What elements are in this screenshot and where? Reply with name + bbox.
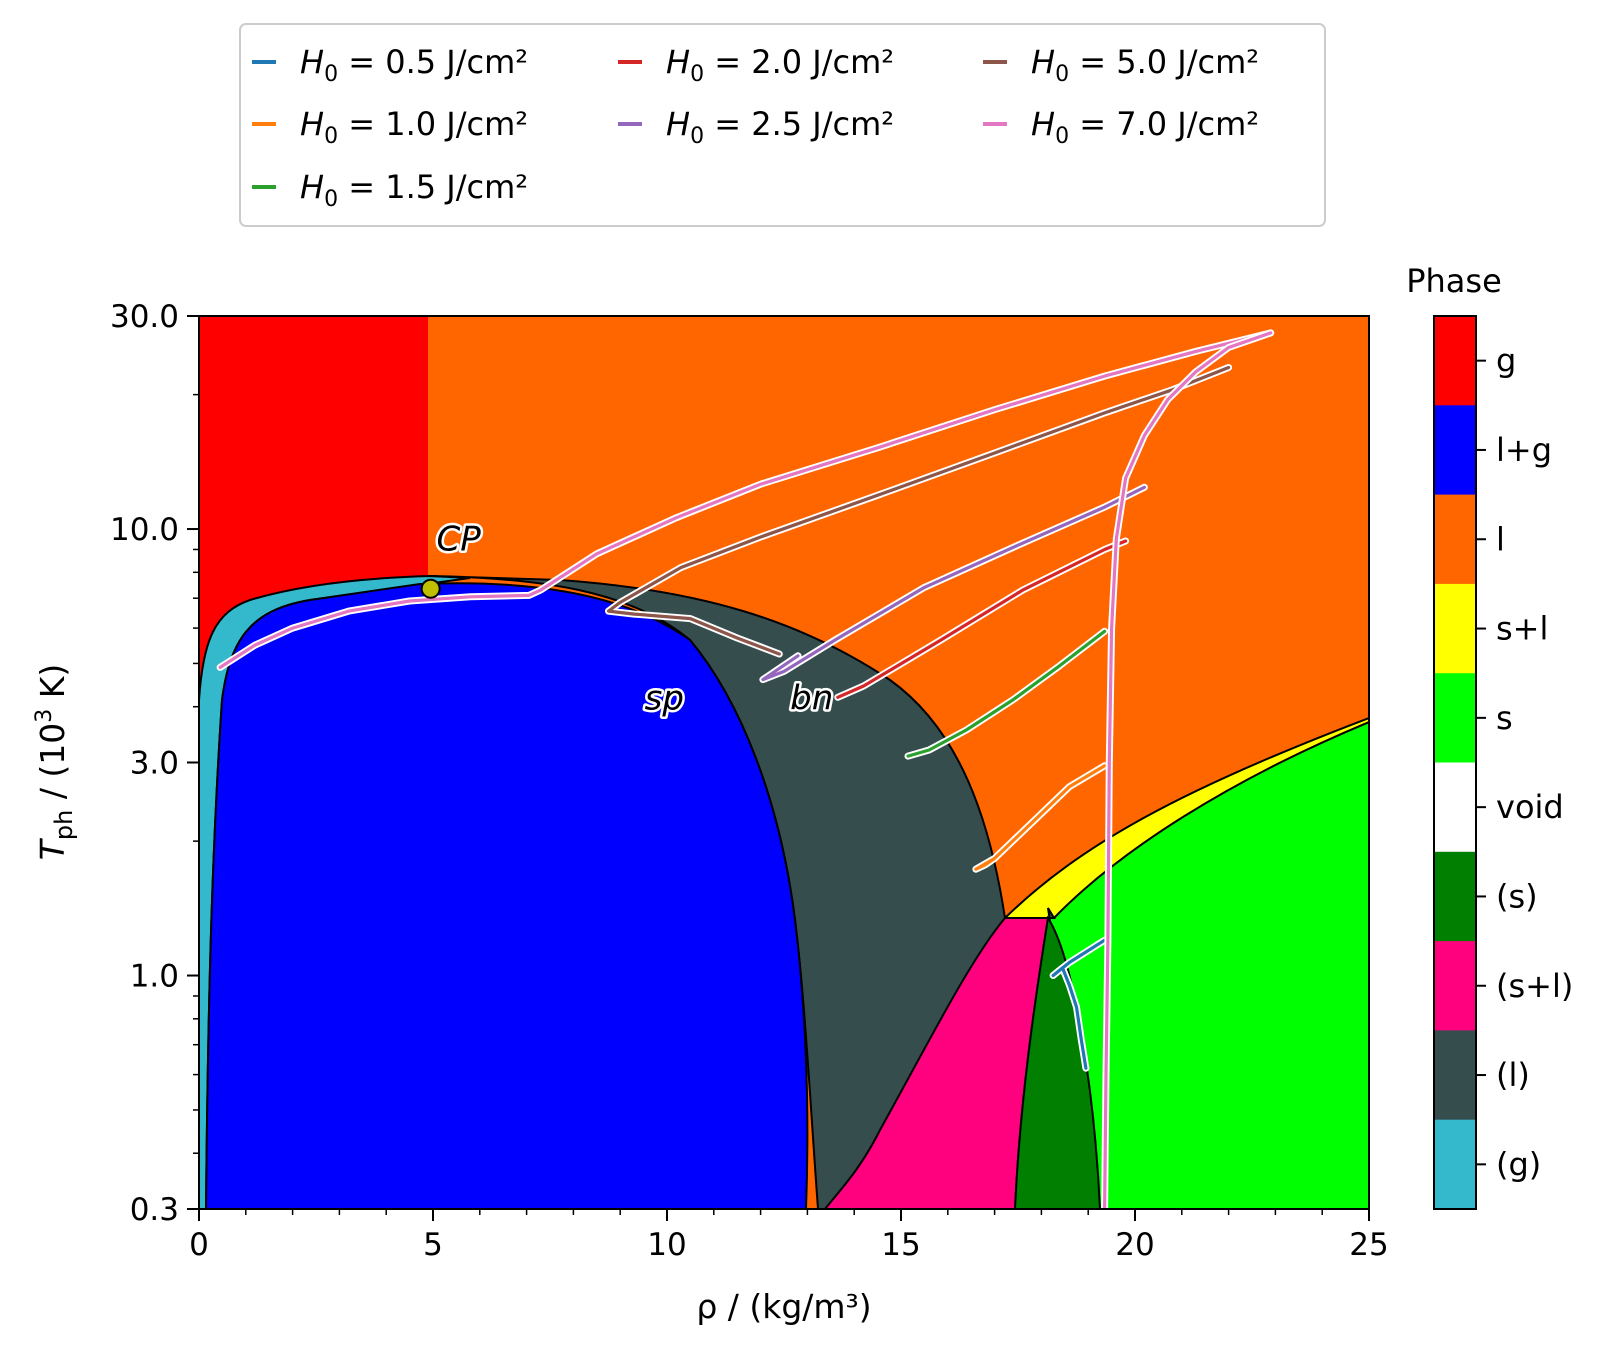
x-axis: 0 5 10 15 20 25 (189, 1209, 1389, 1263)
series-line (974, 764, 1107, 871)
colorbar-cell (1434, 941, 1476, 1031)
legend-entry: H0 = 0.5 J/cm² (300, 43, 528, 87)
series-line (218, 331, 1273, 670)
colorbar-label: (s) (1496, 877, 1538, 915)
x-tick-label: 20 (1115, 1227, 1154, 1263)
colorbar-title: Phase (1406, 262, 1502, 300)
x-tick-label: 25 (1349, 1227, 1388, 1263)
y-axis-label: Tph / (103 K) (32, 664, 78, 861)
series-lines (216, 329, 1275, 1209)
colorbar-label: (g) (1496, 1145, 1541, 1183)
colorbar-cell (1434, 1119, 1476, 1210)
region-l-plus-g (204, 582, 809, 1209)
series-line (606, 365, 1231, 656)
colorbar-label: void (1496, 788, 1564, 826)
x-tick-label: 15 (881, 1227, 920, 1263)
annotation-label: sp (645, 678, 684, 718)
colorbar-label: s+l (1496, 610, 1548, 648)
colorbar-cell (1434, 494, 1476, 585)
x-tick-label: 0 (189, 1227, 209, 1263)
y-tick-label: 10.0 (110, 512, 179, 548)
legend-entry: H0 = 7.0 J/cm² (1031, 105, 1259, 149)
y-tick-label: 3.0 (130, 746, 179, 782)
colorbar-cell (1434, 1030, 1476, 1121)
colorbar-label: l (1496, 520, 1505, 558)
series-line (836, 539, 1128, 699)
colorbar-label: s (1496, 699, 1513, 737)
x-tick-label: 5 (423, 1227, 443, 1263)
colorbar-frame (1433, 315, 1477, 1210)
legend: H0 = 0.5 J/cm² H0 = 1.0 J/cm² H0 = 1.5 J/c… (239, 23, 1326, 227)
colorbar-cell (1434, 762, 1476, 853)
colorbar-cell (1434, 316, 1476, 406)
legend-frame (239, 23, 1326, 227)
y-axis: 0.3 1.0 3.0 10.0 30.0 (110, 299, 199, 1228)
x-axis-label: ρ / (kg/m³) (696, 1287, 871, 1326)
colorbar-cell (1434, 673, 1476, 763)
legend-entry: H0 = 5.0 J/cm² (1031, 43, 1259, 87)
legend-entry: H0 = 2.0 J/cm² (666, 43, 894, 87)
series-line (1051, 938, 1107, 1070)
region-s-plus-l (1002, 716, 1369, 919)
annotations: CP sp bn (420, 517, 836, 721)
colorbar-label: g (1496, 342, 1516, 380)
critical-point-marker (420, 578, 441, 599)
colorbar-label: l+g (1496, 431, 1552, 469)
series-line (761, 485, 1147, 682)
series-line (1102, 331, 1273, 1209)
legend-entry: H0 = 1.5 J/cm² (300, 168, 528, 212)
colorbar: Phase g l+g l s+l s void (s) (s+l) (l) (g) (1406, 262, 1573, 1210)
colorbar-cell (1434, 851, 1476, 942)
colorbar-label: (s+l) (1496, 967, 1573, 1005)
y-tick-label: 30.0 (110, 299, 179, 335)
legend-entry: H0 = 1.0 J/cm² (300, 105, 528, 149)
series-line (906, 629, 1107, 758)
colorbar-cell (1434, 583, 1476, 674)
phase-regions (199, 316, 1369, 1209)
colorbar-label: (l) (1496, 1056, 1530, 1094)
annotation-label: bn (790, 678, 833, 718)
y-tick-label: 0.3 (130, 1192, 179, 1228)
y-tick-label: 1.0 (130, 959, 179, 995)
annotation-label: CP (437, 520, 482, 560)
legend-entry: H0 = 2.5 J/cm² (666, 105, 894, 149)
colorbar-cell (1434, 405, 1476, 496)
x-tick-label: 10 (647, 1227, 686, 1263)
